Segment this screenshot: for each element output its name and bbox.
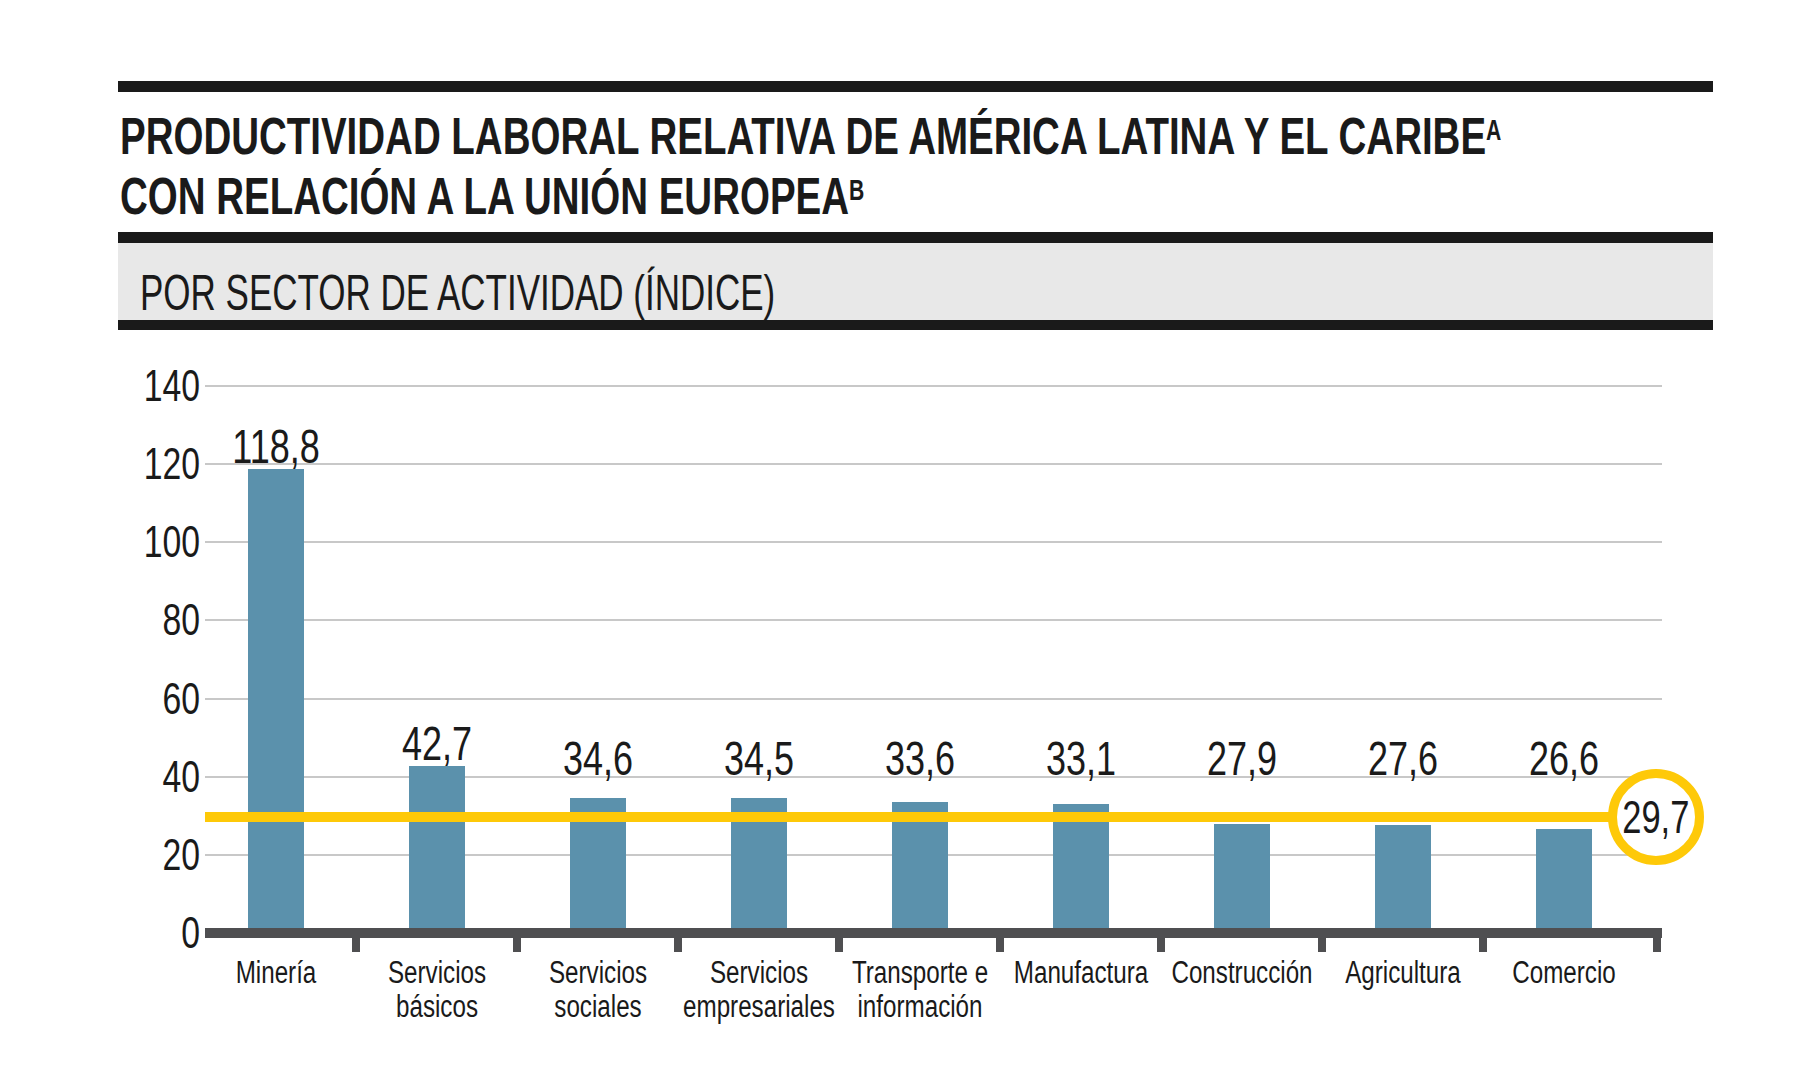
category-label-line: Servicios (504, 956, 691, 990)
y-axis-label: 120 (80, 440, 200, 488)
bar (409, 766, 465, 933)
bar (1053, 804, 1109, 933)
bar (1214, 824, 1270, 933)
y-axis-label: 60 (80, 675, 200, 723)
bar-value-label: 27,9 (1167, 735, 1317, 783)
x-axis-tick (1653, 938, 1661, 952)
category-label: Transporte einformación (826, 956, 1013, 1024)
x-axis-tick (1318, 938, 1326, 952)
y-axis-label: 80 (80, 596, 200, 644)
category-label: Minería (182, 956, 369, 990)
category-label-line: Servicios (343, 956, 530, 990)
category-label: Serviciossociales (504, 956, 691, 1024)
x-axis-tick (1157, 938, 1165, 952)
x-axis-tick (674, 938, 682, 952)
chart-title-line1: PRODUCTIVIDAD LABORAL RELATIVA DE AMÉRIC… (120, 110, 1501, 162)
x-axis-line (205, 928, 1662, 938)
x-axis-tick (996, 938, 1004, 952)
gridline (205, 541, 1662, 543)
category-label-line: Minería (182, 956, 369, 990)
reference-value-badge: 29,7 (1608, 769, 1704, 865)
category-label-line: Construcción (1148, 956, 1335, 990)
reference-value-label: 29,7 (1622, 790, 1689, 844)
bar (1375, 825, 1431, 933)
category-label-line: Manufactura (987, 956, 1174, 990)
x-axis-tick (352, 938, 360, 952)
bar-value-label: 33,1 (1006, 735, 1156, 783)
category-label: Comercio (1470, 956, 1657, 990)
x-axis-tick (513, 938, 521, 952)
bar-value-label: 26,6 (1489, 735, 1639, 783)
category-label-line: Servicios (665, 956, 852, 990)
bar (248, 469, 304, 933)
title-footnote-marker-a: A (1486, 114, 1501, 146)
y-axis-label: 0 (80, 909, 200, 957)
mid-rule (118, 232, 1713, 243)
chart-title-line1-text: PRODUCTIVIDAD LABORAL RELATIVA DE AMÉRIC… (120, 107, 1486, 165)
gridline (205, 385, 1662, 387)
x-axis-tick (1479, 938, 1487, 952)
title-footnote-marker-b: B (849, 174, 864, 206)
bar (1536, 829, 1592, 933)
chart-title-line2: CON RELACIÓN A LA UNIÓN EUROPEAB (120, 170, 864, 222)
category-label: Construcción (1148, 956, 1335, 990)
subtitle-label: POR SECTOR DE ACTIVIDAD (ÍNDICE) (140, 268, 775, 318)
category-label-line: Transporte e (826, 956, 1013, 990)
category-label-line: básicos (343, 990, 530, 1024)
y-axis-label: 40 (80, 753, 200, 801)
category-label: Manufactura (987, 956, 1174, 990)
y-axis-label: 100 (80, 518, 200, 566)
category-label-line: Comercio (1470, 956, 1657, 990)
top-rule (118, 81, 1713, 92)
band-bottom-rule (118, 320, 1713, 330)
y-axis-label: 140 (80, 362, 200, 410)
infographic-page: PRODUCTIVIDAD LABORAL RELATIVA DE AMÉRIC… (0, 0, 1805, 1068)
x-axis-tick (835, 938, 843, 952)
category-label: Serviciosbásicos (343, 956, 530, 1024)
bar-value-label: 34,5 (684, 735, 834, 783)
gridline (205, 619, 1662, 621)
bar-value-label: 118,8 (201, 423, 351, 471)
category-label-line: Agricultura (1309, 956, 1496, 990)
category-label: Serviciosempresariales (665, 956, 852, 1024)
category-label-line: información (826, 990, 1013, 1024)
category-label-line: sociales (504, 990, 691, 1024)
chart-title-line2-text: CON RELACIÓN A LA UNIÓN EUROPEA (120, 167, 849, 225)
bar-value-label: 42,7 (362, 720, 512, 768)
bar-value-label: 27,6 (1328, 735, 1478, 783)
y-axis-label: 20 (80, 831, 200, 879)
category-label-line: empresariales (665, 990, 852, 1024)
gridline (205, 463, 1662, 465)
gridline (205, 698, 1662, 700)
bar-value-label: 33,6 (845, 735, 995, 783)
reference-line (205, 812, 1610, 822)
bar-value-label: 34,6 (523, 735, 673, 783)
category-label: Agricultura (1309, 956, 1496, 990)
